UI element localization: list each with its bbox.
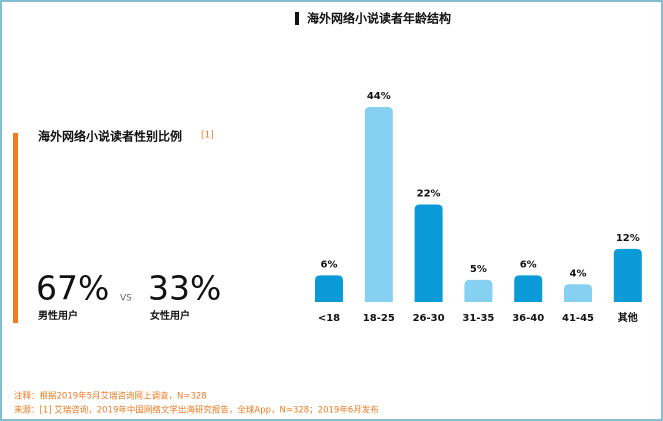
bar bbox=[514, 275, 543, 302]
value-label: 22% bbox=[417, 189, 441, 200]
bar bbox=[564, 284, 592, 302]
x-tick-label: 其他 bbox=[618, 311, 638, 324]
value-label: 44% bbox=[367, 91, 391, 102]
value-label: 6% bbox=[321, 259, 338, 270]
reference: [1] bbox=[201, 131, 214, 141]
x-tick-label: 18-25 bbox=[363, 313, 395, 324]
source: 来源：[1] 艾瑞咨询，2019年中国网络文学出海研究报告，全球App，N=32… bbox=[14, 405, 379, 416]
accent-bar bbox=[13, 133, 18, 323]
bar bbox=[414, 204, 443, 302]
x-tick-label: 41-45 bbox=[562, 313, 594, 324]
x-tick-label: 31-35 bbox=[462, 313, 494, 324]
female-label: 女性用户 bbox=[150, 309, 190, 322]
chart-title: 海外网络小说读者年龄结构 bbox=[307, 11, 451, 26]
bar bbox=[464, 279, 493, 302]
male-label: 男性用户 bbox=[38, 309, 78, 322]
bar bbox=[613, 248, 642, 302]
x-tick-label: 36-40 bbox=[512, 313, 544, 324]
value-label: 12% bbox=[616, 233, 640, 244]
vs: VS bbox=[120, 294, 132, 304]
note: 注释：根据2019年5月艾瑞咨询网上调查，N=328 bbox=[14, 391, 207, 402]
female-share: 33% bbox=[148, 269, 221, 308]
gender-title: 海外网络小说读者性别比例 bbox=[38, 129, 182, 144]
x-tick-label: 26-30 bbox=[413, 313, 445, 324]
value-label: 6% bbox=[520, 259, 537, 270]
bar bbox=[364, 107, 393, 302]
x-tick-label: <18 bbox=[318, 313, 340, 324]
value-label: 5% bbox=[470, 264, 487, 275]
bar bbox=[315, 275, 343, 302]
male-share: 67% bbox=[36, 269, 109, 308]
title-marker bbox=[295, 12, 299, 25]
value-label: 4% bbox=[570, 268, 587, 279]
